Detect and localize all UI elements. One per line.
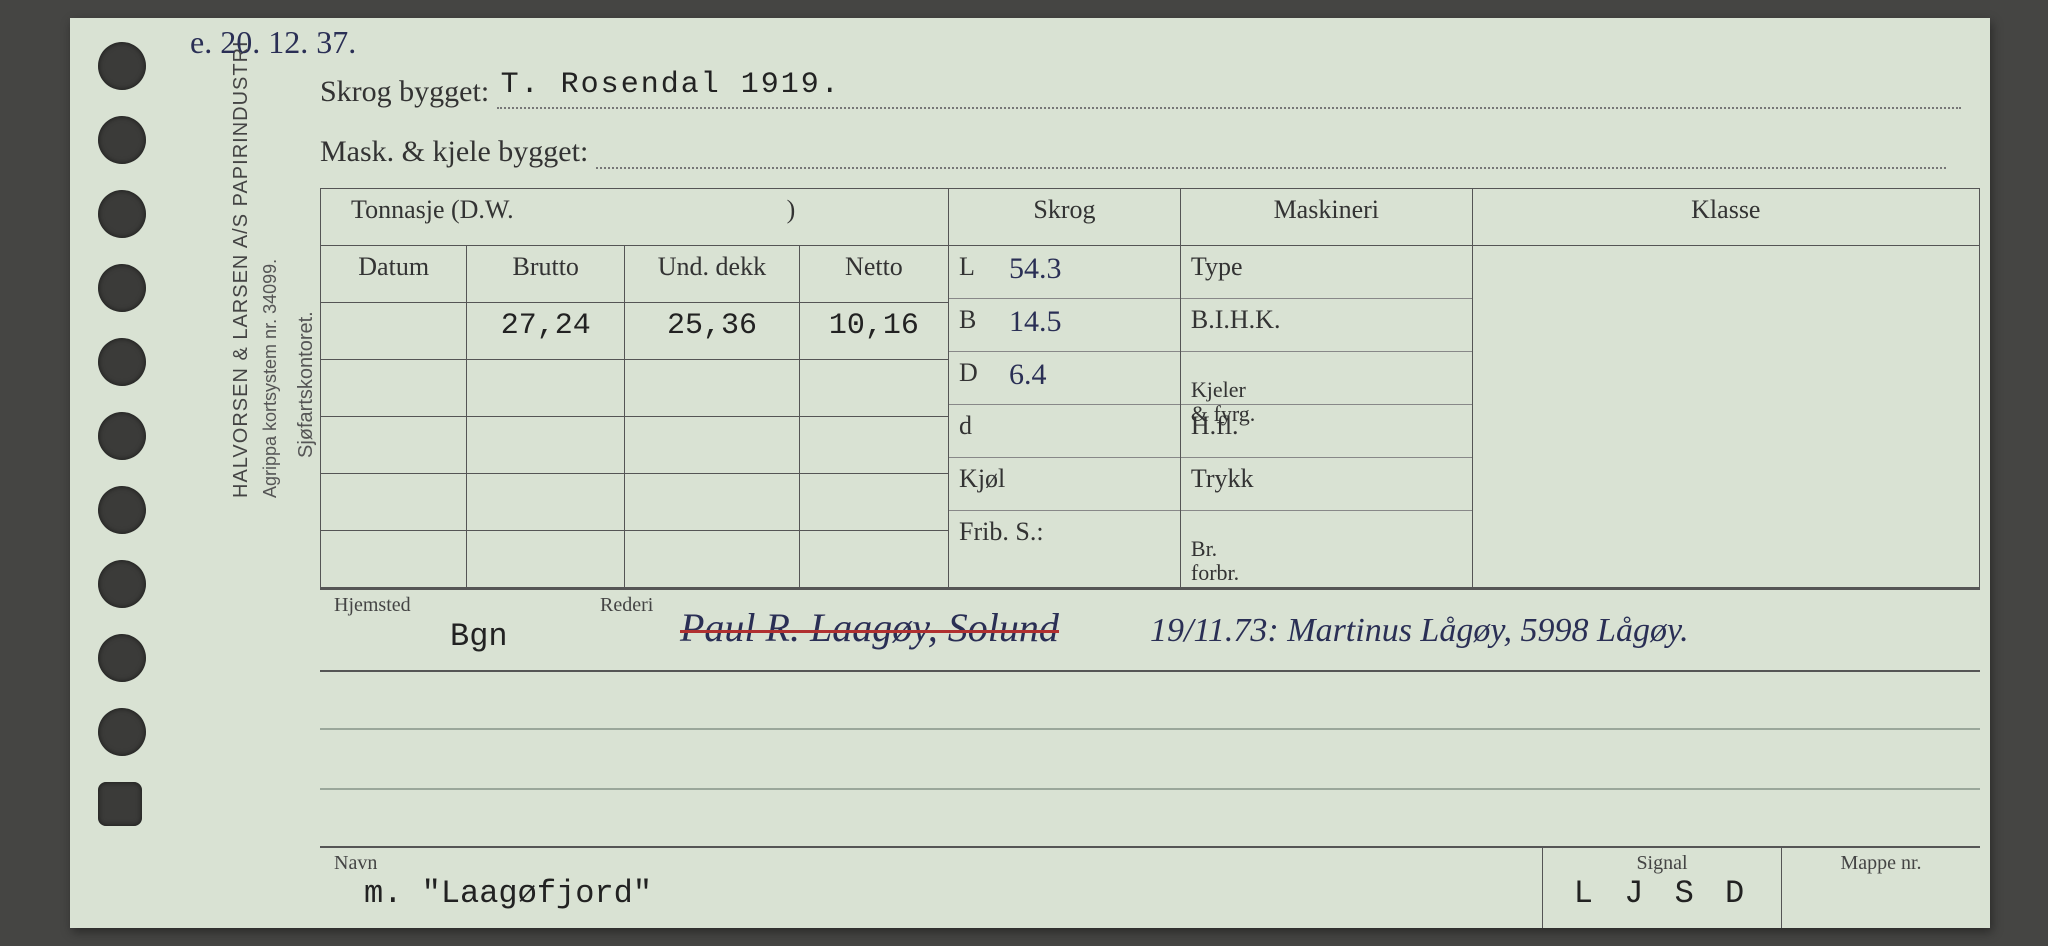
binder-hole — [98, 116, 146, 164]
col-datum: Datum — [321, 246, 467, 303]
skrog-B-label: B — [959, 305, 1009, 345]
tonnasje-label-l: Tonnasje (D.W. — [351, 195, 514, 224]
col-netto: Netto — [799, 246, 948, 303]
navn-value: m. "Laagøfjord" — [364, 875, 1528, 912]
navn-label: Navn — [334, 852, 1528, 875]
hjemsted-label: Hjemsted — [334, 594, 411, 617]
skrog-B-value: 14.5 — [1009, 305, 1062, 345]
signal-label: Signal — [1557, 852, 1767, 875]
mask-kjele-label: Mask. & kjele bygget: — [320, 135, 588, 168]
rederi-row: Hjemsted Bgn Rederi Paul R. Laagøy, Solu… — [320, 588, 1980, 672]
col-unddekk: Und. dekk — [625, 246, 800, 303]
skrog-bygget-row: Skrog bygget: T. Rosendal 1919. — [320, 68, 1961, 109]
binder-hole — [98, 634, 146, 682]
skrog-frib-label: Frib. S.: — [959, 517, 1044, 557]
skrog-header: Skrog — [949, 189, 1181, 246]
binder-hole — [98, 486, 146, 534]
binder-hole — [98, 190, 146, 238]
mask-type-label: Type — [1191, 252, 1243, 281]
binder-hole — [98, 782, 142, 826]
mask-bihk-label: B.I.H.K. — [1191, 305, 1281, 334]
hjemsted-value: Bgn — [450, 618, 508, 655]
klasse-cell — [1472, 246, 1979, 588]
col-brutto: Brutto — [467, 246, 625, 303]
mask-kjele-value — [596, 128, 1946, 169]
tonnasje-label-r: ) — [787, 195, 796, 224]
skrog-kjol-label: Kjøl — [959, 464, 1005, 504]
skrog-D-label: D — [959, 358, 1009, 398]
cell-unddekk: 25,36 — [625, 303, 800, 360]
binder-hole — [98, 708, 146, 756]
bottom-row: Navn m. "Laagøfjord" Signal L J S D Mapp… — [320, 846, 1980, 928]
maskineri-header: Maskineri — [1180, 189, 1472, 246]
skrog-L-label: L — [959, 252, 1009, 292]
printer-line-3: Sjøfartskontoret. — [295, 311, 318, 458]
binder-hole — [98, 42, 146, 90]
binder-hole — [98, 560, 146, 608]
card-content: Skrog bygget: T. Rosendal 1919. Mask. & … — [320, 18, 1990, 928]
mappe-label: Mappe nr. — [1796, 852, 1966, 875]
main-table: Tonnasje (D.W. ) Skrog Maskineri Klasse … — [320, 188, 1980, 588]
skrog-d2-label: d — [959, 411, 1009, 451]
binder-hole — [98, 264, 146, 312]
binder-hole — [98, 338, 146, 386]
mask-trykk-label: Trykk — [1191, 464, 1254, 493]
printer-line-2: Agrippa kortsystem nr. 34099. — [260, 259, 281, 498]
signal-value: L J S D — [1557, 875, 1767, 912]
mask-hfl-label: H.fl. — [1191, 411, 1239, 440]
cell-brutto: 27,24 — [467, 303, 625, 360]
skrog-L-value: 54.3 — [1009, 252, 1062, 292]
skrog-bygget-label: Skrog bygget: — [320, 75, 489, 108]
binder-hole — [98, 412, 146, 460]
printer-line-1: HALVORSEN & LARSEN A/S PAPIRINDUSTRI — [230, 40, 253, 498]
record-card: HALVORSEN & LARSEN A/S PAPIRINDUSTRI Agr… — [70, 18, 1990, 928]
rederi-crossed: Paul R. Laagøy, Solund — [680, 604, 1059, 651]
skrog-bygget-value: T. Rosendal 1919. — [497, 68, 1961, 109]
mask-kjele-row: Mask. & kjele bygget: — [320, 128, 1946, 169]
cell-netto: 10,16 — [799, 303, 948, 360]
skrog-D-value: 6.4 — [1009, 358, 1047, 398]
rederi-label: Rederi — [600, 594, 653, 617]
mask-brforbr-label: Br. forbr. — [1191, 536, 1239, 585]
cell-datum — [321, 303, 467, 360]
klasse-header: Klasse — [1472, 189, 1979, 246]
rederi-update: 19/11.73: Martinus Lågøy, 5998 Lågøy. — [1150, 612, 1689, 650]
